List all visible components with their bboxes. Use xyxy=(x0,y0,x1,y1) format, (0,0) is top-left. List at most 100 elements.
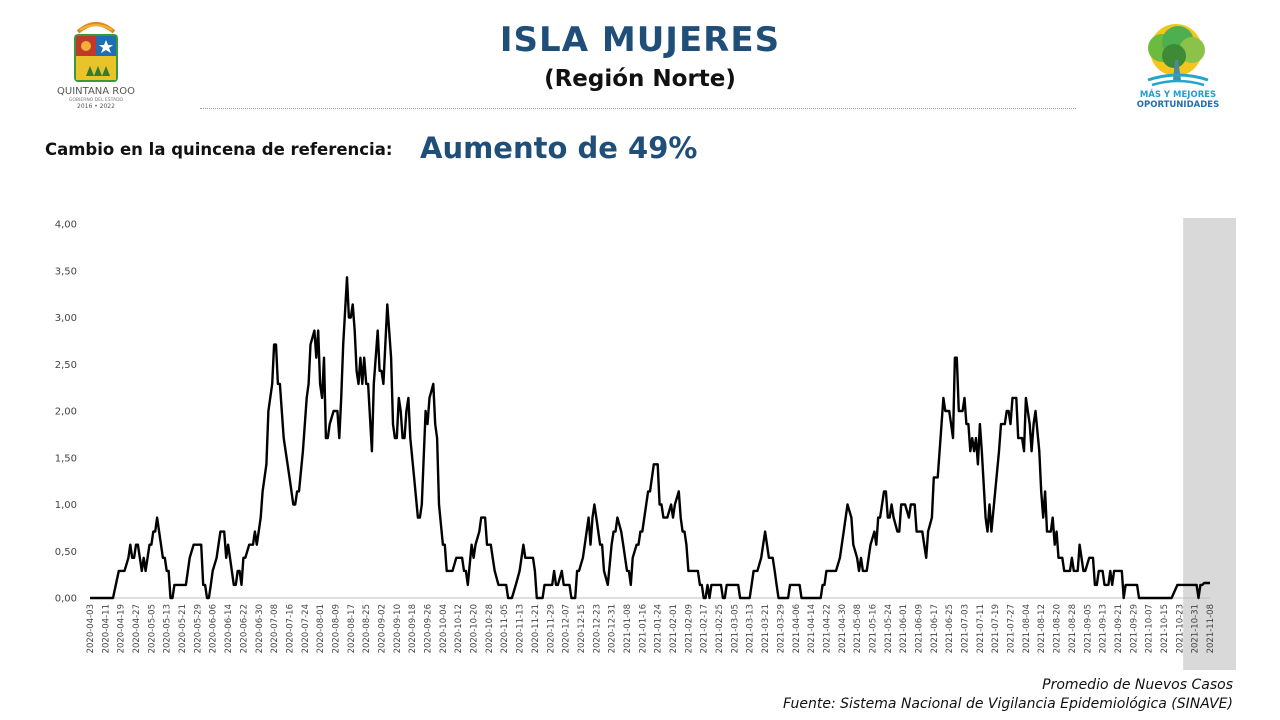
x-tick-label: 2020-08-09 xyxy=(331,604,341,653)
x-tick-label: 2021-07-19 xyxy=(991,604,1001,653)
x-tick-label: 2020-09-10 xyxy=(393,604,403,653)
change-label: Cambio en la quincena de referencia: xyxy=(45,140,393,159)
new-cases-chart: 0,00 0,50 1,00 1,50 2,00 2,50 3,00 3,50 4,00 202… xyxy=(55,218,1236,670)
x-tick-label: 2020-08-25 xyxy=(362,604,372,653)
x-tick-label: 2021-04-14 xyxy=(807,604,817,653)
oportunidades-logo: MÁS Y MEJORES OPORTUNIDADES xyxy=(1137,24,1219,110)
y-tick-labels: 0,00 0,50 1,00 1,50 2,00 2,50 3,00 3,50 4,00 xyxy=(55,220,77,605)
header-divider xyxy=(200,108,1076,109)
x-tick-label: 2020-04-27 xyxy=(132,604,142,653)
y-tick-label: 0,50 xyxy=(55,547,77,558)
series-caption: Promedio de Nuevos Casos xyxy=(1042,677,1233,693)
x-tick-label: 2021-05-16 xyxy=(868,604,878,653)
x-tick-label: 2021-08-20 xyxy=(1053,604,1063,653)
source-caption: Fuente: Sistema Nacional de Vigilancia E… xyxy=(783,696,1233,712)
x-tick-label: 2020-07-16 xyxy=(285,604,295,653)
logo-left-subtitle: GOBIERNO DEL ESTADO xyxy=(69,97,124,103)
x-tick-label: 2021-08-04 xyxy=(1022,604,1032,653)
logo-left-title: QUINTANA ROO xyxy=(57,86,135,97)
x-tick-label: 2020-06-30 xyxy=(255,604,265,653)
x-tick-label: 2021-07-03 xyxy=(961,604,971,653)
y-tick-label: 3,00 xyxy=(55,313,77,324)
coat-of-arms-icon xyxy=(74,22,118,82)
x-tick-label: 2021-02-09 xyxy=(684,604,694,653)
shaded-region xyxy=(1183,218,1236,670)
y-tick-label: 2,50 xyxy=(55,360,77,371)
x-tick-label: 2021-01-08 xyxy=(623,604,633,653)
x-tick-label: 2020-08-17 xyxy=(347,604,357,653)
logo-right-line1: MÁS Y MEJORES xyxy=(1140,88,1216,100)
x-tick-label: 2021-05-08 xyxy=(853,604,863,653)
page-subtitle: (Región Norte) xyxy=(544,66,736,92)
x-tick-label: 2021-02-25 xyxy=(715,604,725,653)
x-tick-label: 2020-11-13 xyxy=(516,604,526,653)
x-tick-label: 2021-10-23 xyxy=(1175,604,1185,653)
x-tick-label: 2021-03-29 xyxy=(776,604,786,653)
logo-right-line2: OPORTUNIDADES xyxy=(1137,100,1219,110)
x-tick-label: 2021-09-13 xyxy=(1099,604,1109,653)
x-tick-label: 2020-12-23 xyxy=(592,604,602,653)
x-tick-label: 2020-07-08 xyxy=(270,604,280,653)
x-tick-label: 2021-03-13 xyxy=(746,604,756,653)
series-line-new-cases xyxy=(90,276,1210,600)
x-tick-label: 2020-12-07 xyxy=(562,604,572,653)
x-tick-label: 2020-10-20 xyxy=(470,604,480,653)
x-tick-label: 2021-02-01 xyxy=(669,604,679,653)
x-tick-label: 2021-08-28 xyxy=(1068,604,1078,653)
series-layer xyxy=(90,276,1210,600)
y-tick-label: 2,00 xyxy=(55,407,77,418)
x-tick-label: 2021-04-30 xyxy=(838,604,848,653)
x-tick-label: 2021-08-12 xyxy=(1037,604,1047,653)
x-tick-label: 2021-10-07 xyxy=(1145,604,1155,653)
x-tick-label: 2020-11-29 xyxy=(546,604,556,653)
x-tick-label: 2020-05-29 xyxy=(193,604,203,653)
quintana-roo-logo: QUINTANA ROO GOBIERNO DEL ESTADO 2016 • … xyxy=(57,22,135,110)
x-tick-label: 2021-04-22 xyxy=(822,604,832,653)
x-tick-label: 2021-06-01 xyxy=(899,604,909,653)
x-tick-label: 2021-10-31 xyxy=(1191,604,1201,653)
x-tick-label: 2021-09-21 xyxy=(1114,604,1124,653)
x-tick-label: 2020-12-31 xyxy=(608,604,618,653)
shaded-region-layer xyxy=(1183,218,1236,670)
x-tick-label: 2020-12-15 xyxy=(577,604,587,653)
y-tick-label: 1,00 xyxy=(55,500,77,511)
x-tick-label: 2020-07-24 xyxy=(301,604,311,653)
x-tick-label: 2020-09-18 xyxy=(408,604,418,653)
x-tick-label: 2021-04-06 xyxy=(792,604,802,653)
x-tick-label: 2020-10-12 xyxy=(454,604,464,653)
x-tick-label: 2021-06-25 xyxy=(945,604,955,653)
x-tick-label: 2021-01-16 xyxy=(638,604,648,653)
x-tick-label: 2021-05-24 xyxy=(884,604,894,653)
x-tick-label: 2021-03-21 xyxy=(761,604,771,653)
x-tick-label: 2021-09-29 xyxy=(1129,604,1139,653)
x-tick-label: 2021-01-24 xyxy=(654,604,664,653)
y-tick-label: 3,50 xyxy=(55,266,77,277)
x-tick-label: 2020-09-02 xyxy=(378,604,388,653)
x-tick-label: 2020-04-11 xyxy=(101,604,111,653)
x-tick-label: 2021-07-11 xyxy=(976,604,986,653)
x-tick-label: 2021-06-17 xyxy=(930,604,940,653)
x-tick-label: 2020-11-05 xyxy=(500,604,510,653)
x-tick-labels: 2020-04-03 2020-04-11 2020-04-19 2020-04-27… xyxy=(86,604,1216,653)
tree-icon xyxy=(1147,24,1209,87)
x-tick-label: 2020-10-04 xyxy=(439,604,449,653)
x-tick-label: 2020-08-01 xyxy=(316,604,326,653)
x-tick-label: 2021-10-15 xyxy=(1160,604,1170,653)
x-tick-label: 2020-05-13 xyxy=(163,604,173,653)
x-tick-label: 2021-11-08 xyxy=(1206,604,1216,653)
x-tick-label: 2021-02-17 xyxy=(700,604,710,653)
y-tick-label: 1,50 xyxy=(55,453,77,464)
x-tick-label: 2020-06-22 xyxy=(239,604,249,653)
x-tick-label: 2020-04-03 xyxy=(86,604,96,653)
x-tick-label: 2020-06-06 xyxy=(209,604,219,653)
x-tick-label: 2021-03-05 xyxy=(730,604,740,653)
x-tick-label: 2021-09-05 xyxy=(1083,604,1093,653)
x-tick-label: 2020-09-26 xyxy=(424,604,434,653)
y-tick-label: 4,00 xyxy=(55,220,77,231)
x-tick-label: 2020-06-14 xyxy=(224,604,234,653)
x-tick-label: 2021-07-27 xyxy=(1007,604,1017,653)
change-value: Aumento de 49% xyxy=(420,131,698,165)
y-tick-label: 0,00 xyxy=(55,594,77,605)
x-tick-label: 2020-10-28 xyxy=(485,604,495,653)
x-tick-label: 2021-06-09 xyxy=(914,604,924,653)
